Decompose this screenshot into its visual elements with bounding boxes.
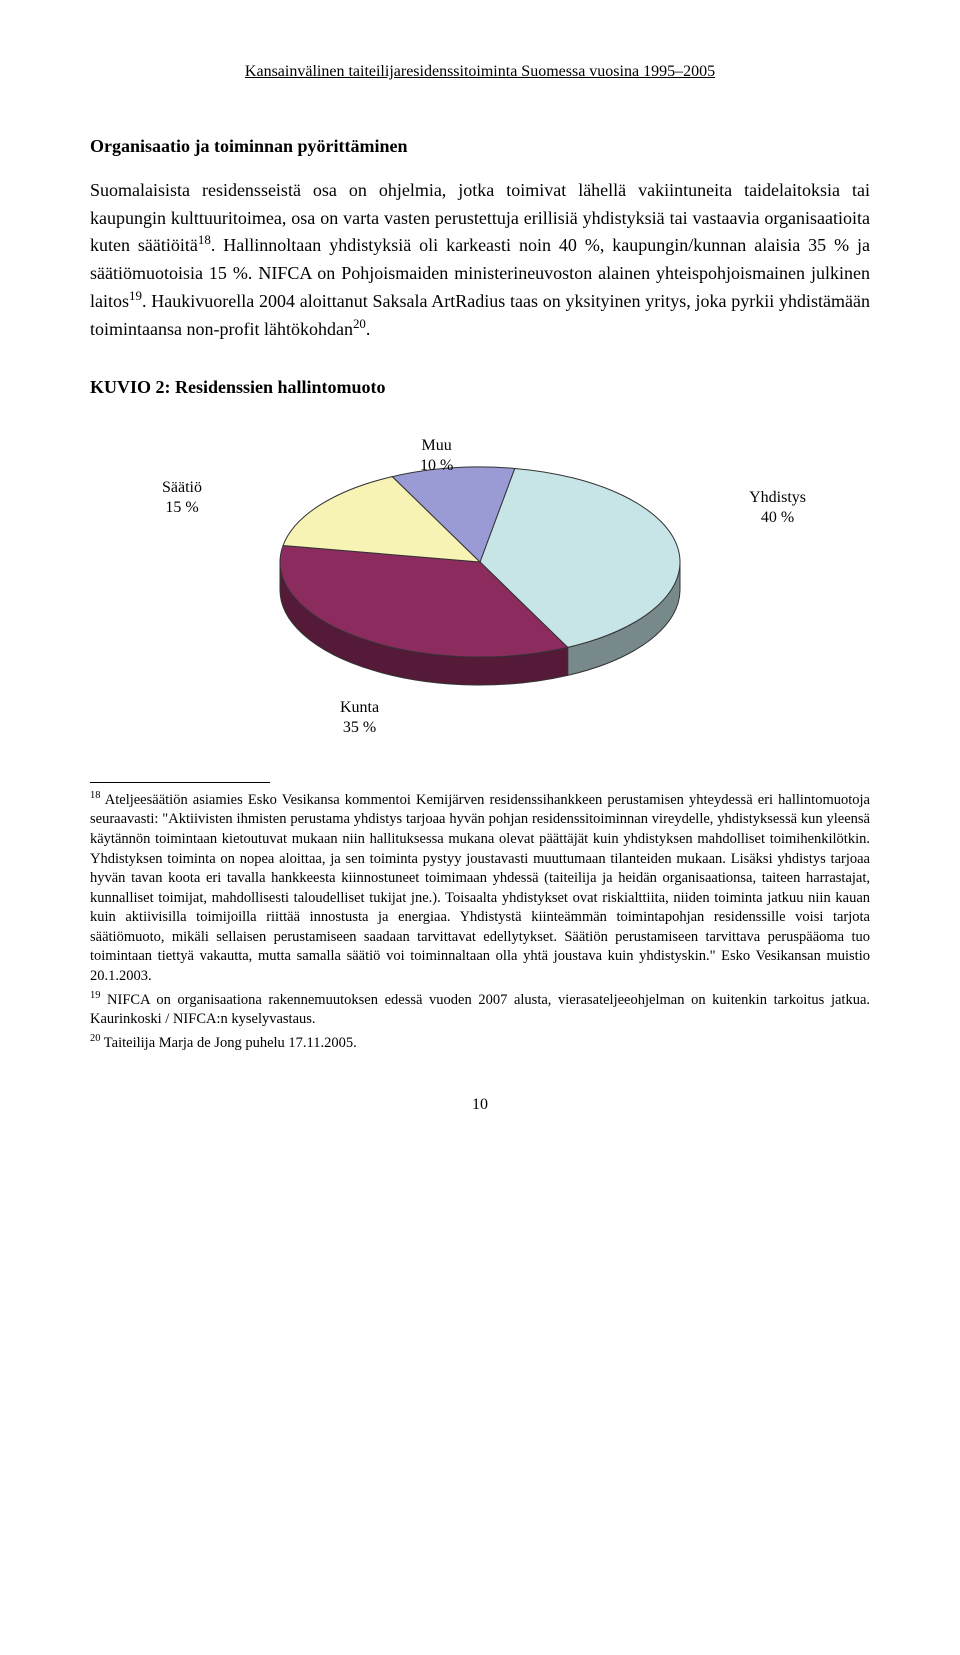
footnote-20: 20 Taiteilija Marja de Jong puhelu 17.11… <box>90 1034 870 1054</box>
running-header: Kansainvälinen taiteilijaresidenssitoimi… <box>90 60 870 85</box>
footnote-separator <box>90 782 270 783</box>
figure-caption: KUVIO 2: Residenssien hallintomuoto <box>90 374 870 402</box>
footnote-18: 18 Ateljeesäätiön asiamies Esko Vesikans… <box>90 791 870 987</box>
pie-label-pct: 35 % <box>343 719 376 736</box>
pie-label-muu: Muu 10 % <box>420 436 453 476</box>
pie-label-pct: 15 % <box>165 499 198 516</box>
pie-label-name: Muu <box>422 437 452 454</box>
pie-label-saatio: Säätiö 15 % <box>162 478 202 518</box>
pie-label-kunta: Kunta 35 % <box>340 698 379 738</box>
pie-label-pct: 40 % <box>761 509 794 526</box>
section-title: Organisaatio ja toiminnan pyörittäminen <box>90 133 870 161</box>
pie-label-yhdistys: Yhdistys 40 % <box>749 488 806 528</box>
pie-label-pct: 10 % <box>420 457 453 474</box>
pie-chart <box>220 432 740 732</box>
page-number: 10 <box>90 1093 870 1118</box>
pie-label-name: Säätiö <box>162 479 202 496</box>
pie-chart-container: Muu 10 % Säätiö 15 % Yhdistys 40 % Kunta… <box>160 432 800 732</box>
pie-label-name: Yhdistys <box>749 489 806 506</box>
pie-label-name: Kunta <box>340 699 379 716</box>
footnote-19: 19 NIFCA on organisaationa rakennemuutok… <box>90 991 870 1030</box>
body-paragraph: Suomalaisista residensseistä osa on ohje… <box>90 177 870 344</box>
